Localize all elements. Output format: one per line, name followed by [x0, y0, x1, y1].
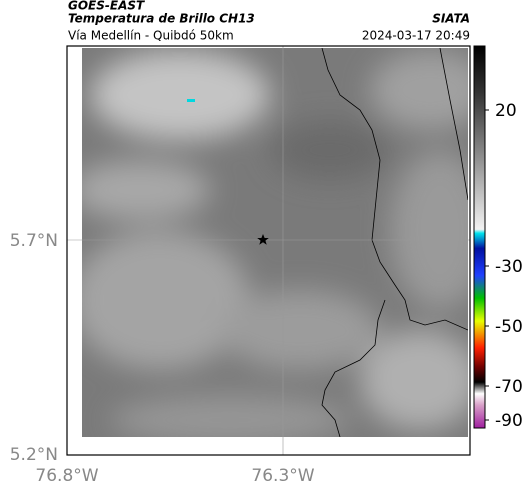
title: GOES-EAST [68, 0, 145, 13]
colorbar-label: -30 [495, 257, 523, 277]
map-frame [66, 45, 471, 456]
lon-label: 76.8°W [35, 466, 98, 486]
source: SIATA [432, 12, 470, 26]
colorbar [473, 45, 486, 429]
lat-label: 5.2°N [10, 445, 58, 465]
location-marker [257, 234, 269, 245]
colorbar-label: 20 [495, 101, 517, 121]
colorbar-label: -90 [495, 411, 523, 431]
lat-label: 5.7°N [10, 231, 58, 251]
subtitle: Temperatura de Brillo CH13 [68, 12, 255, 26]
lon-label: 76.3°W [251, 466, 314, 486]
satellite-image [82, 48, 468, 437]
route: Vía Medellín - Quibdó 50km [68, 29, 234, 43]
timestamp: 2024-03-17 20:49 [362, 29, 470, 43]
colorbar-label: -70 [495, 377, 523, 397]
colorbar-label: -50 [495, 317, 523, 337]
colorbar-ticks: 20 -30 -50 -70 -90 [485, 101, 523, 431]
